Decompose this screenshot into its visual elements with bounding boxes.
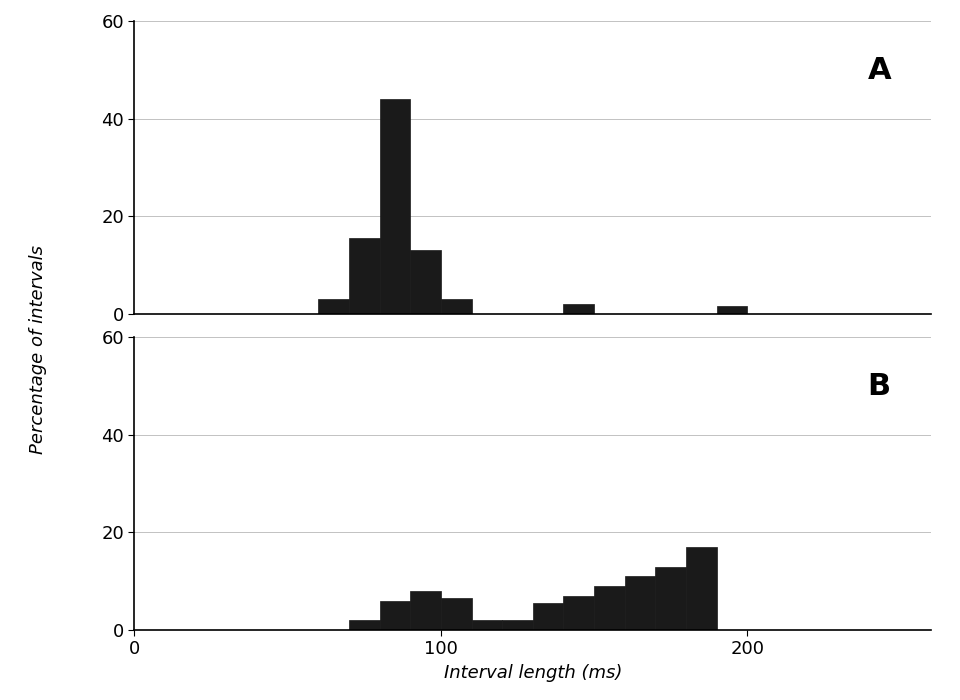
Bar	[564, 596, 594, 630]
Text: Percentage of intervals: Percentage of intervals	[30, 246, 47, 454]
Bar	[625, 576, 656, 630]
Bar	[502, 620, 533, 630]
Bar	[717, 307, 747, 314]
Bar	[410, 251, 441, 314]
X-axis label: Interval length (ms): Interval length (ms)	[444, 664, 622, 682]
Bar	[533, 603, 564, 630]
Bar	[441, 299, 471, 314]
Bar	[564, 304, 594, 314]
Bar	[441, 598, 471, 630]
Bar	[348, 620, 379, 630]
Bar	[379, 99, 410, 314]
Text: B: B	[868, 372, 891, 401]
Bar	[656, 566, 686, 630]
Bar	[319, 299, 348, 314]
Bar	[594, 586, 625, 630]
Bar	[471, 620, 502, 630]
Bar	[348, 238, 379, 314]
Text: A: A	[868, 56, 891, 85]
Bar	[410, 591, 441, 630]
Bar	[686, 547, 717, 630]
Bar	[379, 601, 410, 630]
